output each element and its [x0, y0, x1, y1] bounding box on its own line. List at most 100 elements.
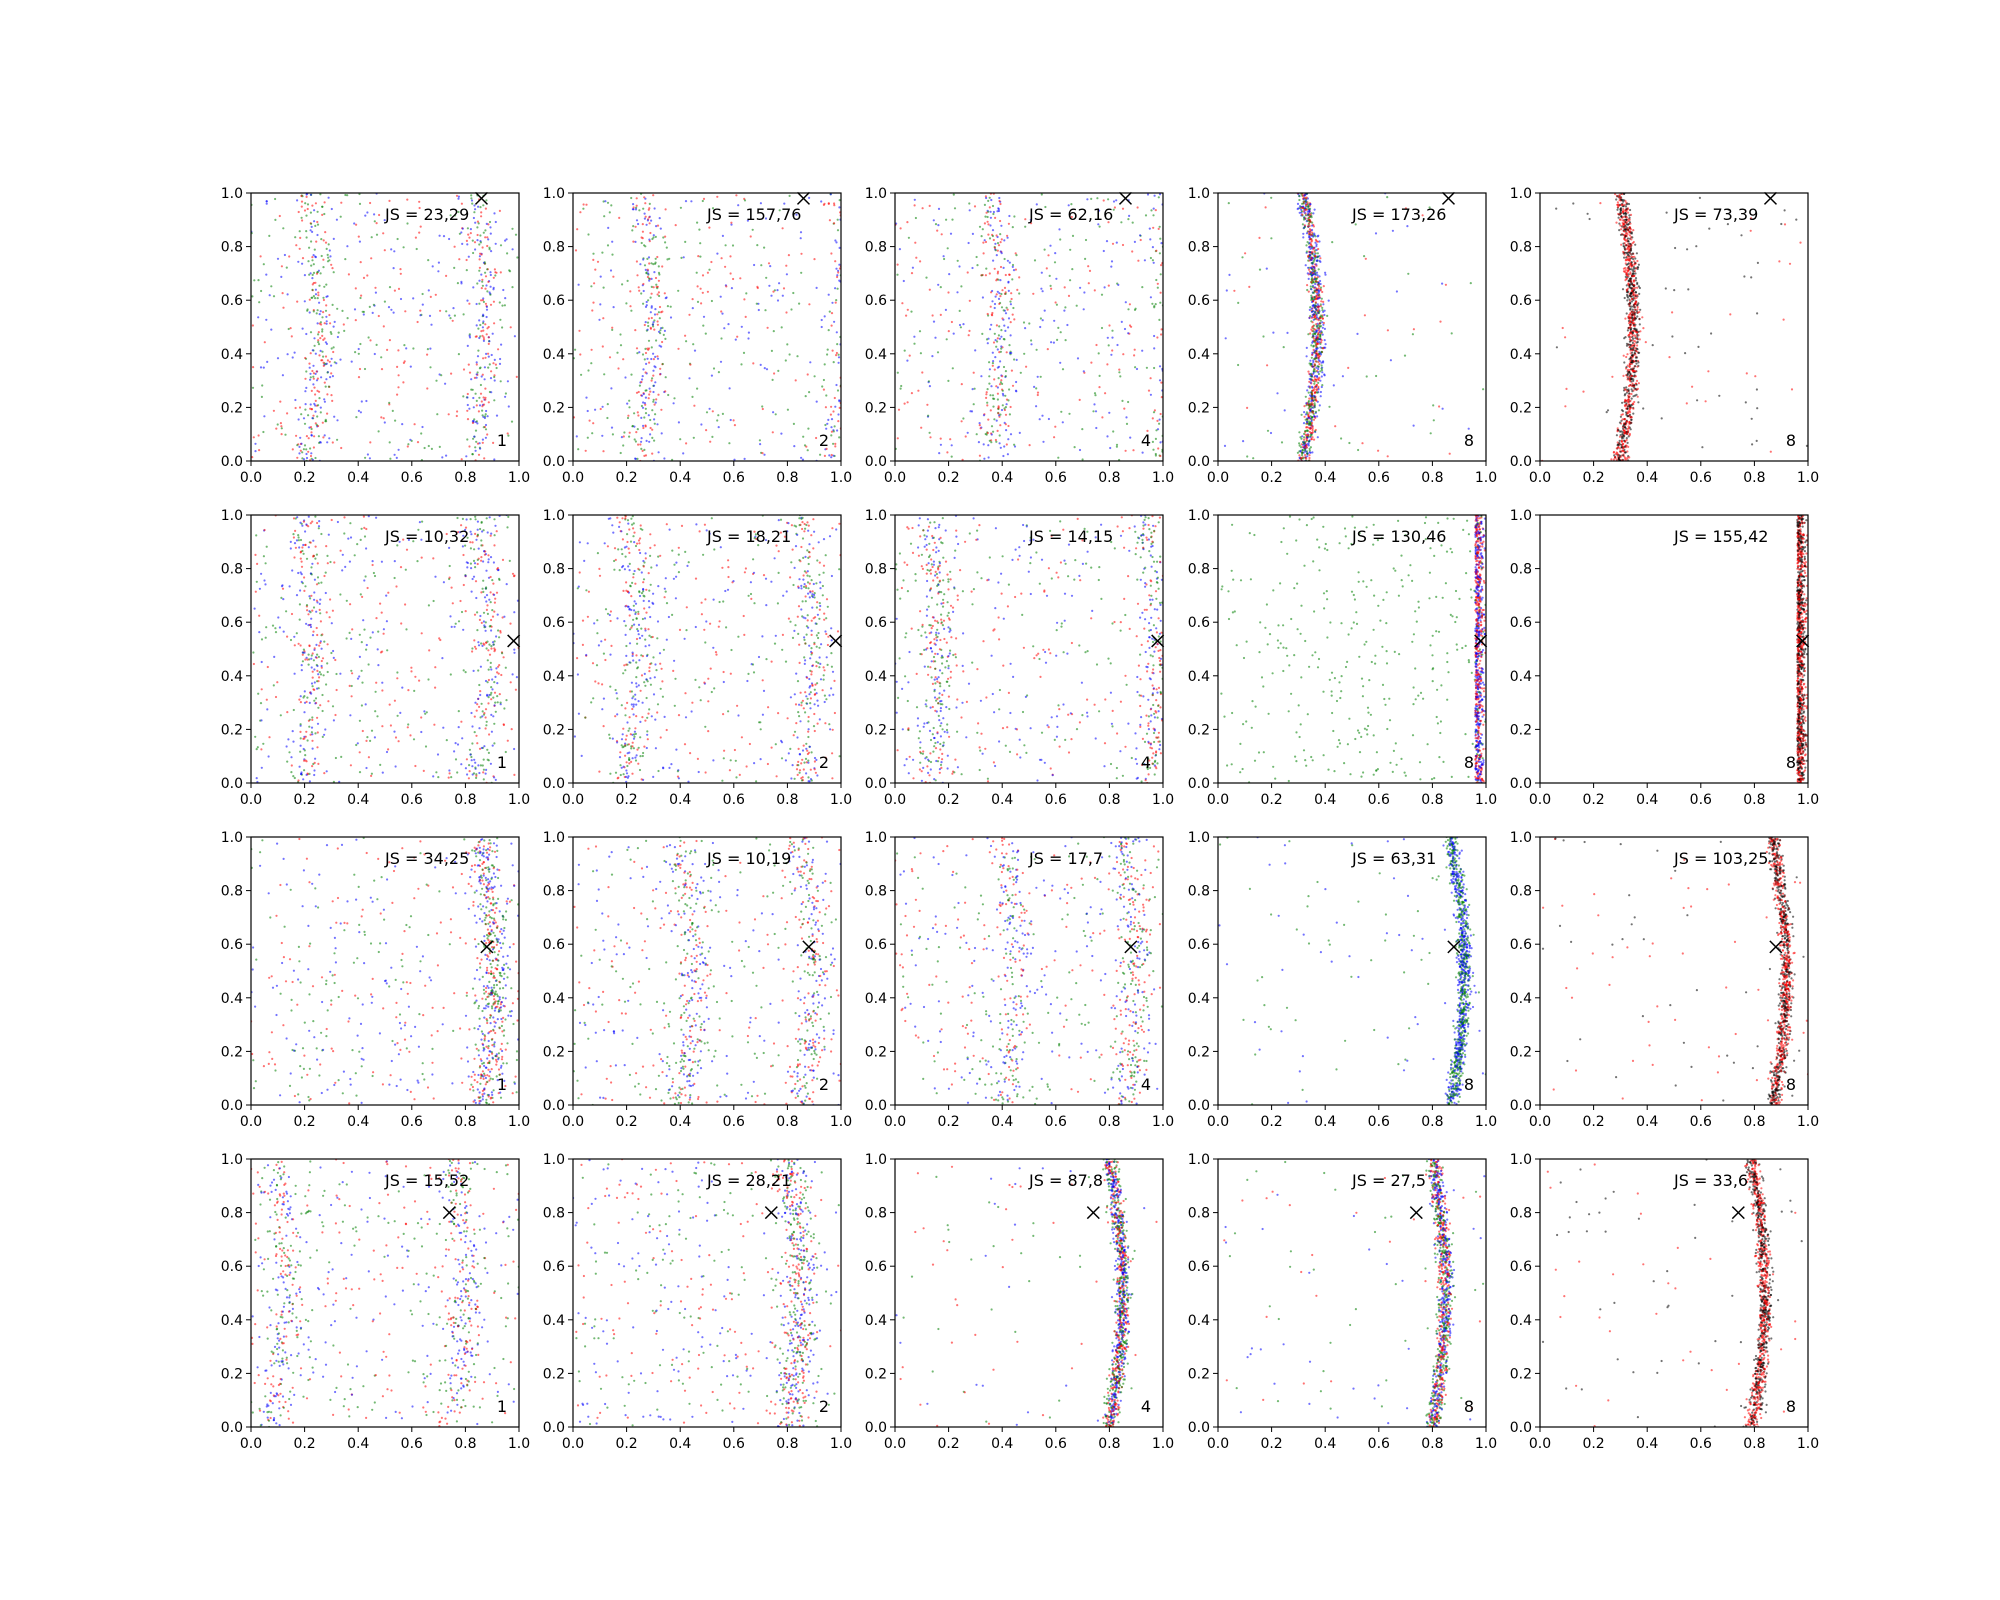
scatter-point	[1627, 240, 1630, 243]
scatter-point	[999, 295, 1002, 298]
scatter-point	[1054, 425, 1057, 428]
scatter-point	[457, 531, 460, 534]
scatter-point	[1308, 210, 1311, 213]
scatter-point	[466, 418, 470, 421]
y-tick-label: 0.8	[1188, 240, 1210, 256]
scatter-point	[1003, 324, 1006, 327]
scatter-point	[367, 515, 370, 518]
scatter-point	[358, 719, 361, 722]
scatter-point	[477, 453, 481, 456]
scatter-point	[1015, 390, 1018, 393]
scatter-point	[1611, 375, 1614, 378]
scatter-point	[331, 399, 334, 402]
scatter-point	[721, 412, 725, 415]
scatter-point	[438, 445, 441, 448]
scatter-point	[898, 248, 902, 251]
scatter-point	[1098, 374, 1101, 377]
scatter-point	[1629, 208, 1632, 212]
scatter-point	[1365, 375, 1368, 378]
scatter-point	[326, 253, 329, 256]
scatter-point	[455, 194, 459, 197]
scatter-point	[478, 258, 481, 261]
scatter-point	[1110, 265, 1113, 268]
scatter-point	[1671, 335, 1674, 338]
scatter-point	[301, 262, 304, 265]
scatter-point	[993, 418, 996, 421]
scatter-point	[328, 360, 331, 363]
scatter-point	[334, 756, 337, 760]
scatter-point	[799, 231, 803, 234]
scatter-point	[1631, 283, 1634, 286]
scatter-point	[1619, 211, 1622, 214]
scatter-point	[837, 271, 840, 274]
scatter-point	[252, 366, 255, 369]
scatter-point	[1005, 443, 1008, 446]
scatter-point	[576, 228, 579, 231]
scatter-point	[1318, 289, 1321, 292]
scatter-point	[688, 313, 691, 316]
scatter-point	[1269, 431, 1273, 435]
scatter-point	[318, 608, 321, 612]
scatter-point	[725, 285, 728, 288]
scatter-point	[1631, 321, 1634, 324]
scatter-point	[792, 291, 795, 295]
scatter-point	[939, 286, 942, 289]
scatter-point	[825, 447, 828, 450]
scatter-point	[1629, 299, 1632, 302]
scatter-point	[984, 215, 987, 218]
scatter-point	[324, 341, 327, 344]
scatter-point	[448, 237, 451, 241]
x-marker	[1118, 191, 1133, 205]
scatter-point	[480, 330, 483, 333]
scatter-point	[1637, 285, 1640, 288]
scatter-point	[1386, 196, 1389, 199]
scatter-point	[656, 255, 659, 259]
scatter-point	[1309, 422, 1312, 425]
scatter-point	[372, 303, 375, 306]
scatter-point	[1310, 438, 1313, 441]
scatter-point	[1024, 225, 1027, 228]
scatter-point	[967, 241, 970, 245]
scatter-point	[412, 297, 415, 300]
scatter-point	[780, 326, 783, 329]
scatter-point	[627, 414, 630, 417]
scatter-point	[1039, 375, 1042, 378]
scatter-point	[1134, 366, 1137, 369]
scatter-point	[1322, 323, 1325, 326]
scatter-point	[1630, 418, 1633, 421]
scatter-point	[1064, 306, 1067, 309]
scatter-point	[649, 231, 652, 235]
scatter-point	[968, 329, 971, 332]
scatter-point	[1619, 434, 1622, 437]
scatter-point	[1660, 417, 1663, 420]
scatter-point	[1320, 369, 1324, 372]
k-label: 4	[1141, 431, 1151, 450]
scatter-point	[1082, 370, 1085, 373]
scatter-point	[346, 317, 349, 320]
scatter-point	[653, 319, 656, 322]
scatter-point	[1028, 322, 1031, 325]
scatter-point	[308, 780, 311, 783]
scatter-point	[767, 262, 771, 265]
scatter-point	[1629, 272, 1632, 275]
scatter-point	[1618, 421, 1622, 424]
scatter-point	[1315, 338, 1318, 341]
scatter-point	[835, 267, 838, 270]
scatter-point	[1008, 273, 1011, 276]
scatter-point	[472, 406, 475, 409]
scatter-point	[357, 352, 360, 355]
scatter-point	[640, 241, 643, 245]
scatter-point	[364, 214, 367, 217]
scatter-point	[945, 218, 948, 221]
scatter-point	[1045, 267, 1048, 270]
scatter-point	[364, 575, 367, 578]
scatter-point	[986, 215, 989, 219]
scatter-point	[1308, 449, 1311, 452]
scatter-point	[1631, 236, 1634, 239]
scatter-point	[489, 285, 492, 288]
scatter-point	[355, 743, 358, 747]
scatter-point	[412, 738, 416, 741]
scatter-point	[1628, 313, 1631, 316]
scatter-point	[1042, 440, 1045, 443]
scatter-point	[292, 517, 296, 520]
